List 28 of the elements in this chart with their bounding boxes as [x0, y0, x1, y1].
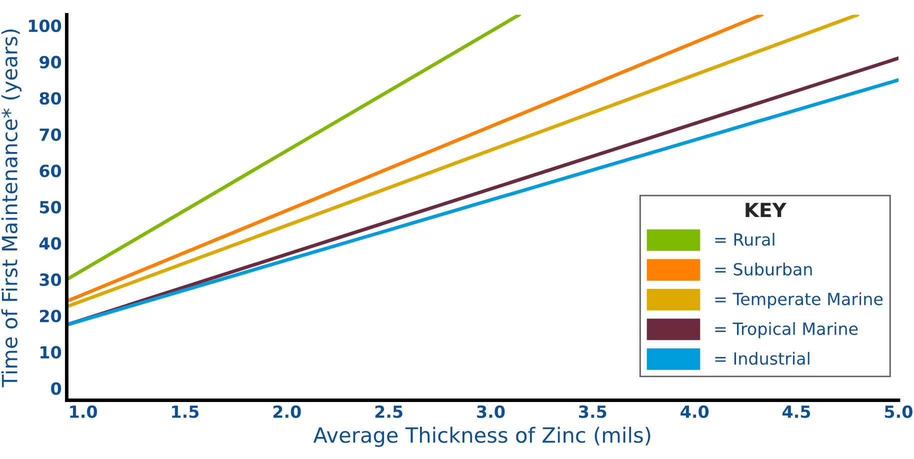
- y-tick-label: 100: [28, 20, 62, 32]
- x-tick-label: 3.0: [477, 405, 505, 418]
- legend-label: = Suburban: [715, 262, 812, 276]
- x-tick-label: 1.0: [70, 405, 97, 418]
- legend-title: KEY: [746, 202, 787, 218]
- y-tick-label: 40: [39, 237, 62, 250]
- x-tick-label: 4.5: [782, 406, 810, 418]
- x-tick-label: 1.5: [172, 406, 199, 418]
- legend-label: = Rural: [715, 232, 774, 246]
- y-tick-label: 70: [40, 128, 62, 141]
- legend-label: = Temperate Marine: [715, 292, 883, 309]
- y-tick-label: 0: [51, 382, 62, 395]
- x-axis-title: Average Thickness of Zinc (mils): [313, 426, 650, 447]
- y-tick-label: 60: [40, 164, 62, 178]
- legend-label: = Industrial: [715, 352, 810, 365]
- x-tick-label: 5.0: [884, 405, 912, 418]
- y-tick-label: 80: [40, 92, 62, 105]
- legend-label: = Tropical Marine: [715, 322, 858, 338]
- y-tick-label: 20: [40, 310, 62, 322]
- y-tick-label: 30: [40, 273, 62, 286]
- y-axis-title: Time of First Maintenance* (years): [1, 29, 22, 388]
- x-tick-label: 3.5: [579, 405, 606, 418]
- x-tick-label: 2.5: [375, 405, 402, 418]
- x-tick-label: 4.0: [680, 405, 709, 418]
- x-tick-label: 2.0: [273, 405, 301, 418]
- y-tick-label: 10: [40, 346, 62, 359]
- y-tick-label: 90: [40, 56, 62, 68]
- y-tick-label: 50: [40, 200, 62, 214]
